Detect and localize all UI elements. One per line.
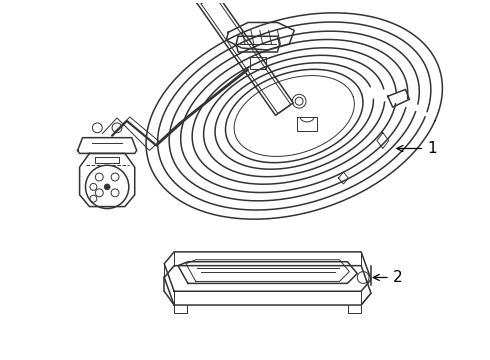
Circle shape	[104, 184, 110, 190]
Text: 2: 2	[373, 270, 402, 285]
Text: 1: 1	[397, 141, 437, 156]
